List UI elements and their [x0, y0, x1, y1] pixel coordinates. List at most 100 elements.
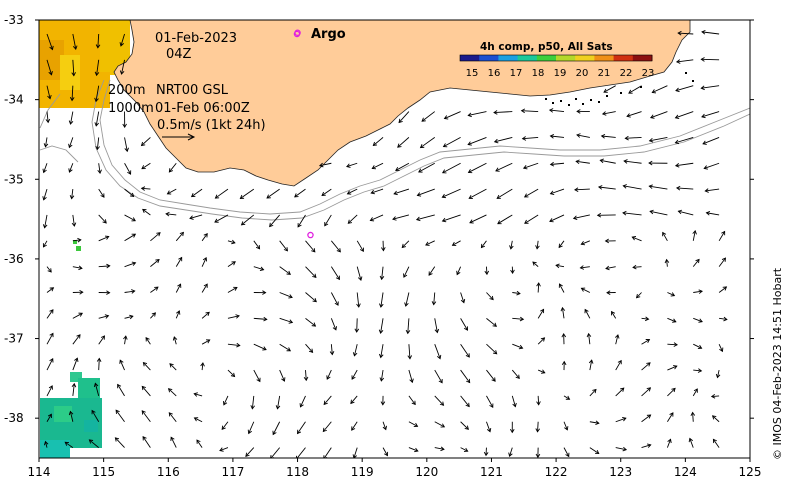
current-vector	[434, 395, 444, 406]
current-vector	[173, 336, 177, 345]
current-vector	[330, 292, 339, 306]
current-vector-head	[168, 168, 173, 173]
current-vector-head	[64, 441, 69, 446]
current-vector-head	[156, 232, 161, 237]
current-vector	[124, 137, 128, 152]
current-vector	[524, 214, 539, 224]
current-vector-head	[705, 210, 711, 216]
current-vector-head	[518, 344, 524, 350]
current-vector-head	[295, 455, 300, 458]
current-vector-head	[648, 184, 653, 189]
current-vector-head	[601, 111, 607, 116]
current-vector	[692, 230, 696, 241]
current-vector-head	[646, 414, 652, 419]
current-vector-head	[622, 446, 628, 452]
current-vector	[227, 343, 240, 346]
current-vector-head	[42, 168, 47, 174]
current-vector-head	[715, 373, 721, 379]
current-vector-head	[272, 430, 277, 436]
current-vector-head	[495, 167, 500, 172]
current-vector-head	[288, 319, 294, 324]
current-vector-head	[576, 109, 581, 114]
current-vector-head	[140, 186, 146, 191]
current-vector-head	[697, 368, 703, 373]
current-vector	[512, 317, 524, 320]
current-vector-head	[141, 385, 146, 391]
current-vector	[549, 214, 565, 222]
current-vector-head	[100, 193, 105, 198]
current-vector-head	[49, 287, 55, 292]
current-vector	[495, 162, 513, 172]
current-vector-head	[671, 387, 676, 393]
current-vector-head	[622, 184, 627, 189]
current-vector	[245, 447, 255, 457]
colorbar-swatch	[556, 55, 576, 61]
current-vector	[124, 188, 134, 197]
current-vector-head	[535, 428, 541, 433]
colorbar-swatch	[536, 55, 557, 61]
current-vector-head	[595, 420, 600, 426]
current-vector-head	[693, 388, 698, 393]
current-vector	[44, 214, 48, 228]
colorbar-swatch	[460, 55, 480, 61]
current-vector	[675, 111, 694, 119]
current-vector	[221, 421, 229, 430]
current-vector-head	[719, 347, 724, 353]
current-vector	[666, 259, 668, 267]
current-vector-head	[622, 210, 627, 216]
x-tick-label: 124	[674, 465, 697, 479]
scale-label: 0.5m/s (1kt 24h)	[157, 118, 266, 133]
current-vector-head	[700, 85, 705, 91]
current-vector-head	[395, 166, 400, 172]
current-vector-head	[262, 346, 267, 351]
current-vector	[650, 111, 668, 119]
current-vector	[46, 266, 52, 273]
current-vector-head	[617, 359, 622, 365]
current-vector	[636, 292, 642, 299]
current-vector	[537, 309, 544, 319]
current-vector	[460, 421, 469, 430]
current-vector	[667, 365, 677, 371]
current-vector	[253, 266, 264, 271]
current-vector-head	[357, 276, 363, 281]
y-axis: -33 -34 -35 -36 -37 -38	[4, 13, 754, 425]
current-vector-head	[723, 316, 728, 322]
current-vector	[434, 318, 438, 333]
current-vector-head	[332, 326, 337, 331]
current-vector	[115, 437, 125, 448]
current-vector-head	[193, 392, 198, 397]
current-vector	[486, 292, 494, 300]
current-vector	[64, 441, 74, 448]
current-vector	[305, 266, 317, 278]
current-vector-head	[93, 382, 99, 388]
current-vector	[486, 395, 494, 408]
current-vector	[253, 240, 260, 250]
current-vector	[150, 312, 156, 319]
current-vector-head	[597, 185, 603, 190]
current-vector	[124, 290, 135, 293]
colorbar-tick-label: 16	[488, 68, 501, 79]
current-vector	[124, 214, 136, 222]
current-vector	[214, 214, 229, 223]
current-vector	[701, 58, 720, 61]
current-vector	[351, 369, 358, 380]
current-vector	[96, 59, 100, 76]
current-vector-head	[565, 395, 571, 400]
current-vector-head	[177, 283, 182, 288]
current-vector	[622, 212, 642, 216]
current-vector-head	[240, 221, 246, 226]
current-vector-head	[677, 209, 683, 215]
current-vector	[373, 137, 384, 146]
x-tick-label: 121	[480, 465, 503, 479]
current-vector	[549, 109, 565, 112]
current-vector-head	[540, 308, 545, 314]
argo-legend: Argo	[293, 27, 346, 42]
current-vector	[417, 188, 435, 196]
current-vector	[460, 343, 470, 358]
current-vector	[563, 421, 568, 431]
current-vector	[382, 447, 388, 456]
current-vector	[326, 369, 332, 380]
current-vector-head	[561, 333, 567, 338]
current-vector	[46, 358, 54, 371]
current-vector	[486, 343, 497, 355]
